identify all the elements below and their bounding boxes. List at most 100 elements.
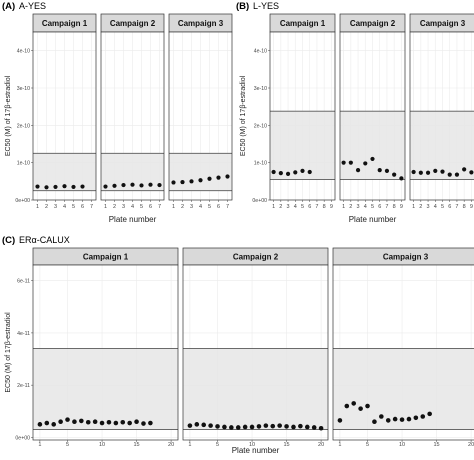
data-point (307, 169, 312, 175)
chart-panel-1: (A) A-YES EC50 (M) of 17β-estradiol 0e+00 1e… (2, 1, 233, 224)
data-point (53, 184, 58, 190)
y-tick-label: 0e+00 (15, 198, 30, 204)
reference-band (169, 153, 232, 191)
x-tick-label: 2 (181, 204, 184, 210)
data-point (433, 168, 438, 173)
x-tick-label: 9 (470, 204, 473, 210)
data-point (37, 422, 43, 427)
data-point (385, 418, 391, 423)
x-tick-label: 3 (54, 204, 57, 210)
x-tick-label: 7 (455, 204, 458, 210)
panel-label: (A) (2, 1, 15, 12)
x-tick-label: 1 (104, 204, 107, 210)
data-point (425, 170, 431, 175)
data-point (344, 403, 350, 409)
data-point (121, 182, 126, 188)
facet-frame (32, 264, 179, 441)
x-tick-label: 4 (434, 204, 437, 210)
data-point (130, 182, 135, 187)
x-tick-label: 5 (208, 204, 211, 210)
x-tick-label: 1 (412, 204, 415, 210)
data-point (201, 422, 207, 428)
x-tick-label: 2 (349, 204, 352, 210)
x-tick-label: 3 (357, 204, 360, 210)
x-tick-label: 1 (342, 204, 345, 210)
x-tick-label: 15 (434, 442, 440, 448)
data-point (242, 424, 248, 430)
data-point (113, 420, 119, 426)
reference-band (333, 348, 474, 430)
data-point (379, 414, 384, 419)
facet-frame (182, 264, 329, 441)
y-tick-label: 2e-11 (17, 383, 30, 389)
data-point (51, 422, 57, 427)
x-tick-label: 20 (318, 442, 324, 448)
y-tick-label: 0e+00 (252, 198, 267, 204)
x-tick-label: 6 (149, 204, 152, 210)
x-axis-label: Plate number (232, 446, 280, 455)
x-tick-label: 8 (323, 204, 326, 210)
data-point (62, 184, 67, 189)
reference-band (340, 111, 405, 180)
x-tick-label: 1 (36, 204, 39, 210)
panel-title: ERα-CALUX (19, 235, 70, 245)
data-point (85, 419, 91, 425)
x-tick-label: 3 (122, 204, 125, 210)
data-point (278, 171, 283, 176)
x-tick-label: 20 (168, 442, 174, 448)
x-tick-label: 6 (378, 204, 381, 210)
y-tick-label: 2e-10 (254, 123, 267, 129)
data-point (44, 420, 50, 426)
x-tick-label: 1 (338, 442, 341, 448)
data-point (351, 401, 357, 406)
data-point (355, 168, 361, 173)
data-point (208, 423, 213, 428)
x-tick-label: 1 (272, 204, 275, 210)
x-tick-label: 5 (216, 442, 219, 448)
x-tick-label: 7 (158, 204, 161, 210)
x-tick-label: 2 (45, 204, 48, 210)
x-tick-label: 7 (315, 204, 318, 210)
chart-panel-2: (B) L-YES EC50 (M) of 17β-estradiol 0e+00 1e… (236, 1, 474, 224)
data-point (271, 169, 276, 175)
x-tick-label: 10 (399, 442, 405, 448)
reference-band (270, 111, 335, 180)
data-point (358, 406, 363, 411)
chart-panel-3: (C) ERα-CALUX EC50 (M) of 17β-estradiol 0e+… (2, 235, 474, 455)
data-point (127, 420, 132, 426)
data-point (44, 185, 49, 190)
data-point (304, 424, 310, 430)
data-point (263, 423, 269, 428)
data-point (134, 419, 139, 425)
y-tick-label: 4e-10 (17, 49, 30, 55)
data-point (256, 424, 262, 429)
reference-band (33, 348, 178, 430)
data-point (270, 423, 276, 429)
x-tick-label: 5 (140, 204, 143, 210)
data-point (462, 167, 467, 172)
data-point (377, 168, 382, 173)
facet-title: Campaign 3 (383, 253, 429, 262)
data-point (215, 424, 220, 429)
data-point (284, 424, 289, 429)
panel-title: A-YES (19, 1, 46, 11)
data-point (406, 416, 412, 422)
data-point (392, 172, 397, 177)
data-point (189, 179, 194, 184)
data-point (79, 418, 84, 424)
data-point (341, 160, 346, 165)
data-point (157, 182, 162, 188)
facet-campaign-3: Campaign 3 1 2 3 4 5 6 7 (168, 13, 233, 210)
data-point (365, 403, 370, 409)
data-point (399, 176, 404, 181)
data-point (249, 424, 255, 430)
data-point (65, 417, 70, 422)
data-point (148, 420, 153, 426)
data-point (141, 421, 146, 426)
data-point (454, 172, 460, 177)
y-tick-label: 3e-10 (254, 86, 267, 92)
facet-title: Campaign 2 (110, 19, 156, 28)
y-tick-label: 1e-10 (17, 161, 30, 167)
data-point (427, 411, 432, 417)
x-tick-label: 15 (284, 442, 290, 448)
